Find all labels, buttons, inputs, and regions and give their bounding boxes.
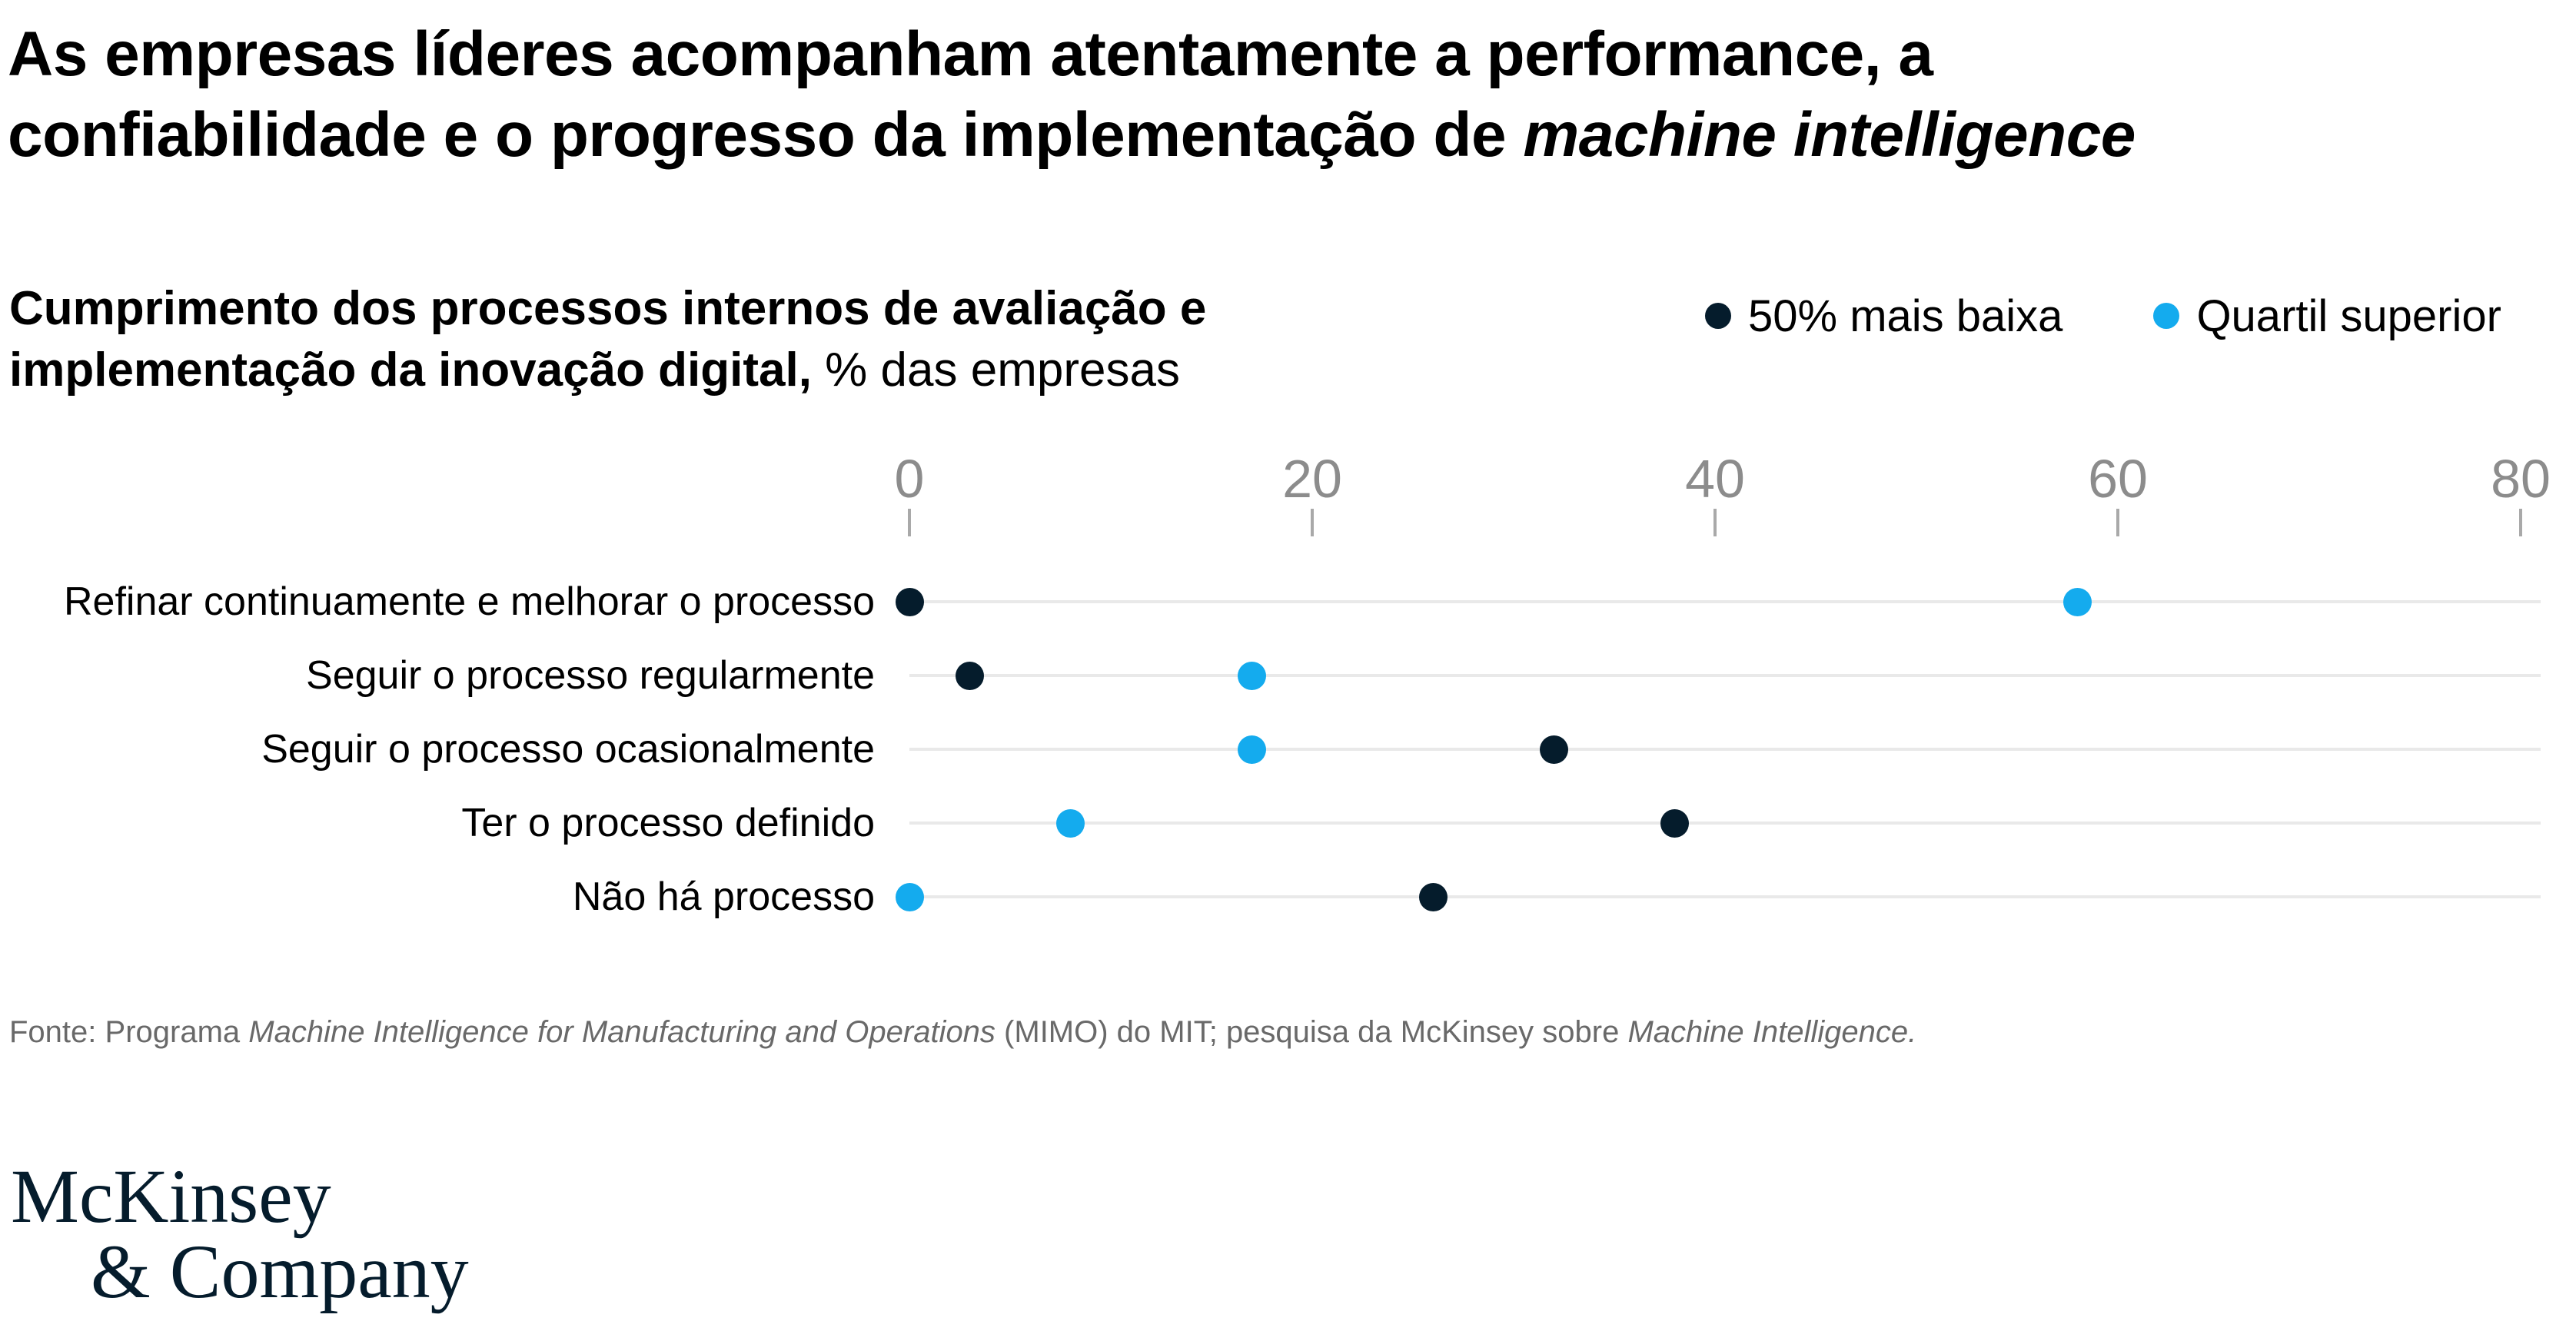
x-tick-mark: [908, 509, 911, 536]
legend-item-upper-quartile: Quartil superior: [2153, 290, 2501, 342]
subtitle-unit-part: % das empresas: [811, 344, 1180, 397]
title-italic-term: machine intelligence: [1523, 100, 2136, 170]
legend-marker-lower-50-icon: [1705, 303, 1731, 329]
category-gridline: [909, 822, 2541, 825]
x-tick-mark: [1311, 509, 1314, 536]
source-text-segment: Fonte: Programa: [9, 1015, 249, 1049]
dot-lower-50: [895, 587, 924, 616]
x-tick-label: 80: [2491, 449, 2551, 509]
legend-label-upper-quartile: Quartil superior: [2196, 290, 2501, 341]
dot-lower-50: [1660, 808, 1690, 838]
title-line-2-text: confiabilidade e o progresso da implemen…: [8, 100, 1524, 170]
legend-item-lower-50: 50% mais baixa: [1705, 290, 2062, 342]
source-italic-segment: Machine Intelligence for Manufacturing a…: [248, 1015, 995, 1049]
x-tick-mark: [2116, 509, 2119, 536]
category-gridline: [909, 600, 2541, 603]
subtitle-line-1: Cumprimento dos processos internos de av…: [9, 282, 1207, 335]
category-label: Refinar continuamente e melhorar o proce…: [63, 579, 875, 624]
legend: 50% mais baixa Quartil superior: [1705, 291, 2501, 341]
category-gridline: [909, 674, 2541, 677]
dot-upper-quartile: [1056, 808, 1085, 838]
logo-line-1: McKinsey: [11, 1153, 331, 1239]
legend-label-lower-50: 50% mais baixa: [1748, 290, 2063, 341]
chart-subtitle: Cumprimento dos processos internos de av…: [9, 278, 1206, 401]
dot-lower-50: [1418, 882, 1448, 911]
x-tick-label: 40: [1685, 449, 1745, 509]
legend-marker-upper-quartile-icon: [2153, 303, 2180, 329]
category-label: Seguir o processo ocasionalmente: [261, 727, 875, 772]
title-line-2: confiabilidade e o progresso da implemen…: [8, 95, 2136, 175]
category-gridline: [909, 748, 2541, 751]
dot-lower-50: [1539, 735, 1568, 764]
source-italic-segment: Machine Intelligence.: [1627, 1015, 1917, 1049]
dot-upper-quartile: [895, 882, 924, 911]
x-tick-label: 20: [1282, 449, 1342, 509]
category-label: Não há processo: [572, 875, 875, 919]
subtitle-line-2: implementação da inovação digital, % das…: [9, 340, 1206, 401]
x-tick-label: 0: [894, 449, 925, 509]
dot-upper-quartile: [1237, 735, 1266, 764]
x-tick-mark: [2519, 509, 2522, 536]
title-line-1: As empresas líderes acompanham atentamen…: [8, 19, 1933, 89]
x-tick-mark: [1713, 509, 1717, 536]
source-note: Fonte: Programa Machine Intelligence for…: [9, 1013, 2561, 1051]
dot-lower-50: [956, 661, 985, 690]
dot-upper-quartile: [1237, 661, 1266, 690]
category-gridline: [909, 895, 2541, 898]
x-tick-label: 60: [2088, 449, 2148, 509]
category-label: Ter o processo definido: [461, 801, 875, 845]
subtitle-bold-part: implementação da inovação digital,: [9, 344, 812, 397]
category-label: Seguir o processo regularmente: [306, 653, 875, 698]
mckinsey-logo: McKinsey & Company: [11, 1153, 469, 1314]
source-text-segment: (MIMO) do MIT; pesquisa da McKinsey sobr…: [995, 1015, 1628, 1049]
chart-title: As empresas líderes acompanham atentamen…: [8, 14, 2136, 175]
dot-upper-quartile: [2063, 587, 2092, 616]
logo-line-2: & Company: [91, 1229, 469, 1314]
